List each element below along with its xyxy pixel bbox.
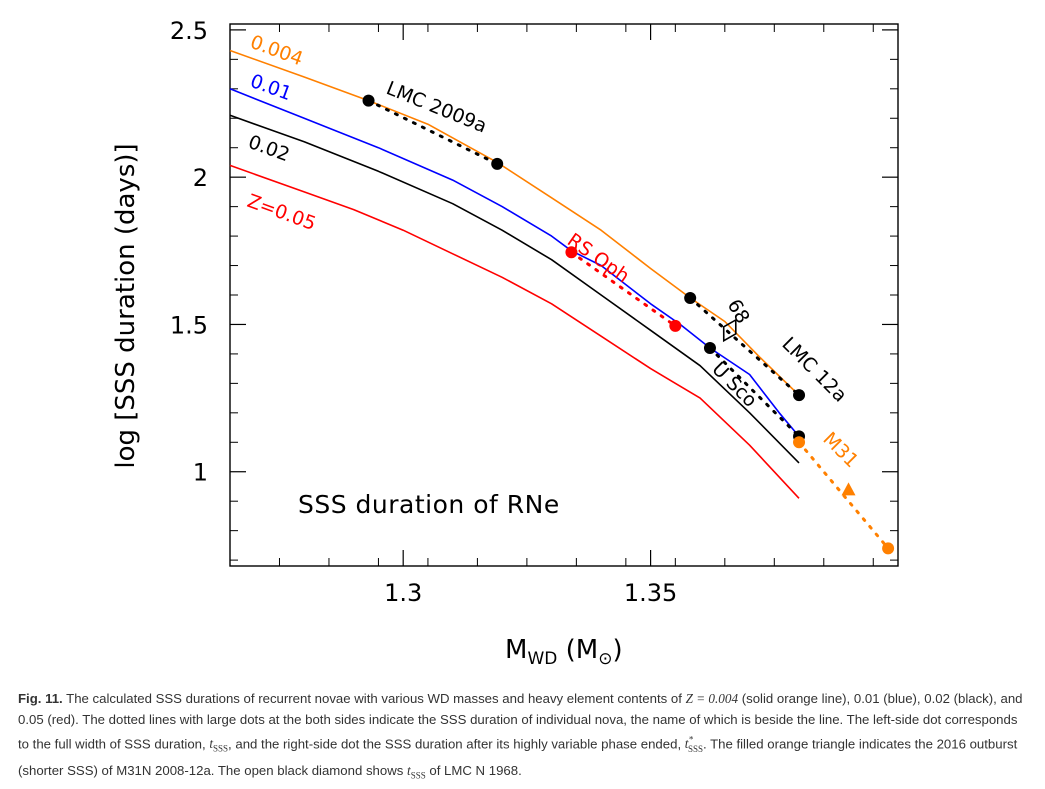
nova-point-m31-left bbox=[793, 436, 806, 449]
caption-t-sss-2: tSSS bbox=[407, 763, 426, 781]
plot-frame bbox=[229, 23, 899, 567]
nova-point-rs-oph-left bbox=[565, 246, 578, 259]
curve-label-002: 0.02 bbox=[245, 131, 292, 166]
y-tick-label: 2.5 bbox=[170, 17, 208, 45]
series-line-0-01 bbox=[229, 88, 800, 437]
label-rs-oph: RS Oph bbox=[563, 229, 633, 287]
series-line-Z-0-05 bbox=[229, 164, 800, 499]
nova-point-lmc-2009a-right bbox=[491, 157, 504, 170]
nova-dotted-line-lmc-2009a bbox=[367, 99, 499, 166]
nova-dotted-line-rs-oph bbox=[569, 250, 677, 328]
x-axis-label: MWD (M⊙) bbox=[505, 635, 623, 669]
nova-point-u-sco-left bbox=[703, 342, 716, 355]
nova-point-rs-oph-right bbox=[669, 319, 682, 332]
x-tick-label: 1.3 bbox=[384, 579, 422, 607]
y-tick-label: 1.5 bbox=[170, 311, 208, 339]
nova-point-lmc-12a-left bbox=[684, 291, 697, 304]
caption-text-4: . The filled orange triangle indicates t… bbox=[18, 736, 1018, 779]
label-68: 68 bbox=[723, 296, 754, 328]
chart-title: SSS duration of RNe bbox=[298, 490, 560, 519]
filled-triangle-marker bbox=[841, 482, 856, 496]
curve-label-001: 0.01 bbox=[247, 70, 294, 105]
curve-label-005: Z=0.05 bbox=[244, 190, 318, 235]
chart-svg: 1.3 1.35 1 1.5 2 2.5 SSS duration of RNe MWD … bbox=[111, 17, 899, 669]
x-tick-label: 1.35 bbox=[624, 579, 677, 607]
caption-text-5: of LMC N 1968. bbox=[429, 763, 522, 779]
caption-text-1: The calculated SSS durations of recurren… bbox=[66, 691, 682, 706]
caption-t-sss: tSSS bbox=[209, 736, 229, 755]
open-diamond-marker bbox=[722, 318, 737, 343]
nova-point-m31-right bbox=[882, 542, 895, 555]
caption-text-2: (solid orange line), 0.01 (blue), 0.02 (… bbox=[18, 691, 1023, 752]
caption-t-sss-star: t*SSS bbox=[684, 735, 703, 755]
label-lmc-12a: LMC 12a bbox=[777, 333, 851, 407]
y-tick-label: 1 bbox=[193, 459, 208, 487]
y-axis-label: log [SSS duration (days)] bbox=[111, 143, 141, 468]
caption-text-3: , and the right-side dot the SSS duratio… bbox=[228, 736, 682, 752]
series-line-0-02 bbox=[229, 114, 800, 464]
label-u-sco: U Sco bbox=[707, 358, 761, 412]
nova-point-lmc-12a-right bbox=[793, 389, 806, 402]
curve-label-0004: 0.004 bbox=[247, 31, 306, 70]
nova-point-lmc-2009a-left bbox=[362, 94, 375, 107]
nova-dotted-line-u-sco bbox=[708, 346, 801, 438]
label-m31: M31 bbox=[818, 428, 862, 472]
caption-z-expr: Z = 0.004 bbox=[685, 691, 739, 706]
y-tick-label: 2 bbox=[193, 164, 208, 192]
series-line-0-004 bbox=[229, 49, 800, 396]
nova-dotted-line-lmc-12a bbox=[688, 296, 801, 397]
caption-label: Fig. 11. bbox=[18, 691, 63, 706]
figure: 1.3 1.35 1 1.5 2 2.5 SSS duration of RNe MWD … bbox=[111, 17, 899, 669]
figure-caption: Fig. 11. The calculated SSS durations of… bbox=[18, 688, 1028, 787]
